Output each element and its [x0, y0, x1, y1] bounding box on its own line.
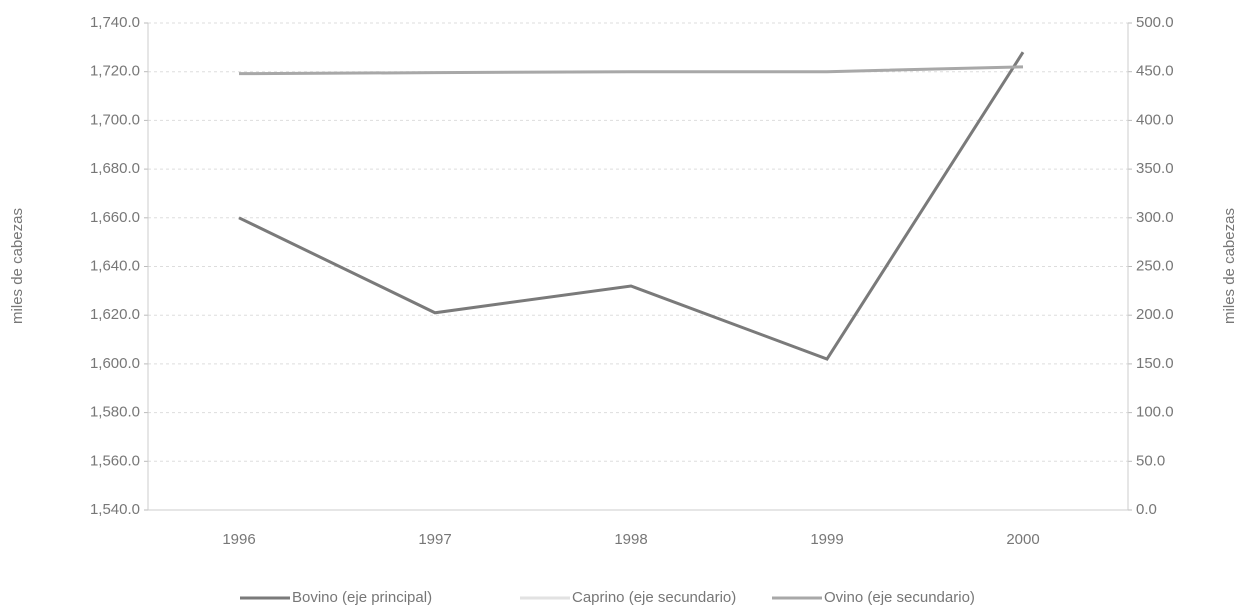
- series-line: [238, 51, 1025, 361]
- x-tick-label: 1997: [418, 531, 451, 548]
- y-tick-label: 1,700.0: [90, 111, 140, 128]
- y-tick-label: 1,600.0: [90, 355, 140, 372]
- y2-tick-label: 450.0: [1136, 63, 1174, 80]
- y-tick-label: 1,660.0: [90, 209, 140, 226]
- x-tick-label: 1996: [222, 531, 255, 548]
- legend-label: Ovino (eje secundario): [824, 589, 975, 606]
- x-tick-label: 1999: [810, 531, 843, 548]
- series-line: [238, 65, 1024, 76]
- y-tick-label: 1,620.0: [90, 306, 140, 323]
- y2-tick-label: 400.0: [1136, 111, 1174, 128]
- y2-tick-label: 0.0: [1136, 501, 1157, 518]
- y-axis-title: miles de cabezas: [9, 208, 26, 324]
- y-tick-label: 1,540.0: [90, 501, 140, 518]
- y-tick-label: 1,560.0: [90, 452, 140, 469]
- y2-tick-label: 250.0: [1136, 257, 1174, 274]
- y2-tick-label: 300.0: [1136, 209, 1174, 226]
- legend-label: Bovino (eje principal): [292, 589, 432, 606]
- y2-tick-label: 100.0: [1136, 404, 1174, 421]
- x-tick-label: 2000: [1006, 531, 1039, 548]
- y2-tick-label: 50.0: [1136, 452, 1165, 469]
- legend-label: Caprino (eje secundario): [572, 589, 736, 606]
- y-tick-label: 1,580.0: [90, 404, 140, 421]
- y2-tick-label: 200.0: [1136, 306, 1174, 323]
- y2-tick-label: 500.0: [1136, 14, 1174, 31]
- y-tick-label: 1,680.0: [90, 160, 140, 177]
- y-tick-label: 1,720.0: [90, 63, 140, 80]
- x-tick-label: 1998: [614, 531, 647, 548]
- y2-axis-title: miles de cabezas: [1221, 208, 1238, 324]
- y2-tick-label: 150.0: [1136, 355, 1174, 372]
- y-tick-label: 1,740.0: [90, 14, 140, 31]
- y2-tick-label: 350.0: [1136, 160, 1174, 177]
- y-tick-label: 1,640.0: [90, 257, 140, 274]
